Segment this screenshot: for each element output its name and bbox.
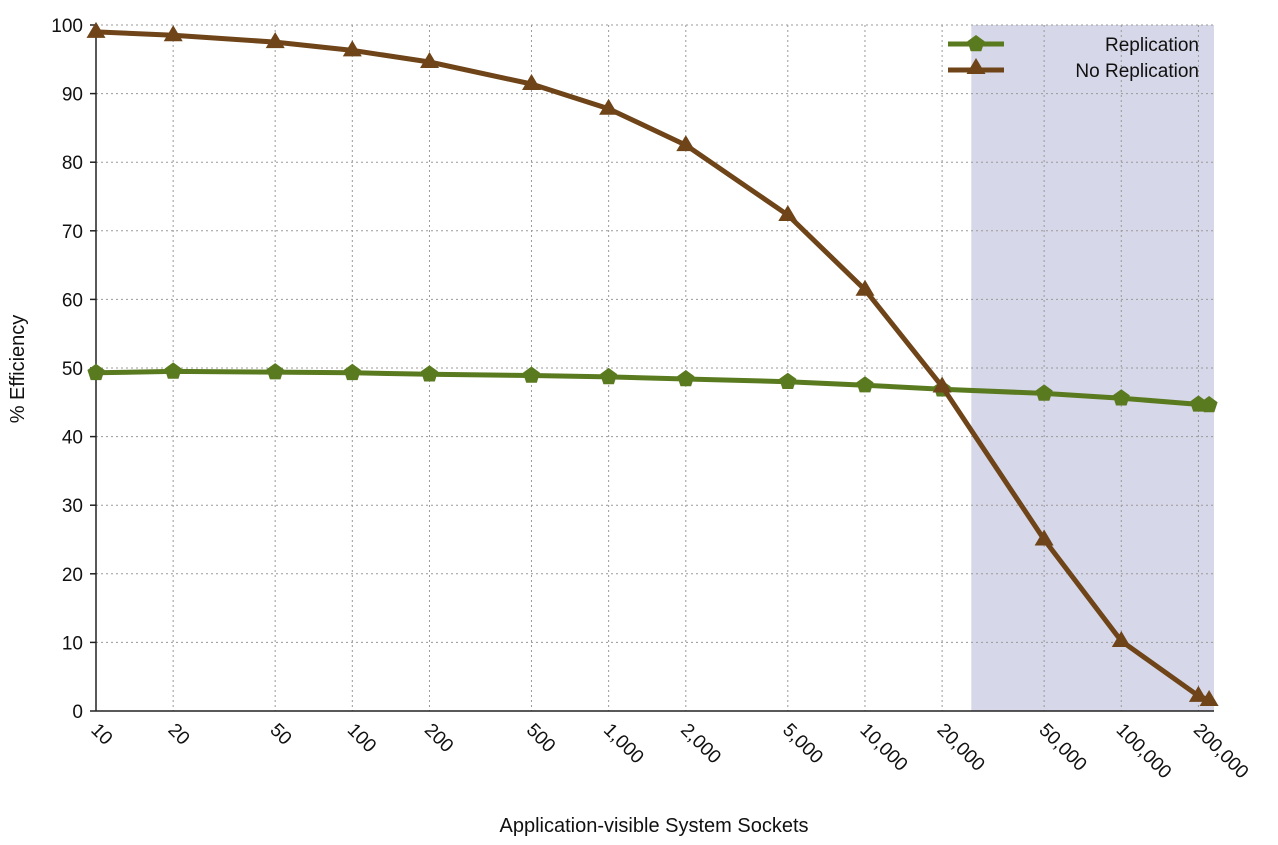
data-point-no-replication [855, 279, 875, 296]
data-point-no-replication [163, 25, 183, 42]
data-point-replication [677, 370, 695, 387]
x-tick-labels: 10 20 50 100 200 500 1,000 2,000 5,000 10,000 20,0… [86, 720, 1252, 783]
y-tick-label: 60 [62, 290, 83, 311]
x-tick-label: 20 [164, 720, 194, 750]
legend-label-no-replication: No Replication [1075, 61, 1199, 82]
data-point-no-replication [1199, 690, 1219, 706]
x-tick-label: 2,000 [676, 720, 724, 768]
x-tick-label: 50,000 [1035, 720, 1091, 776]
x-tick-label: 50 [266, 720, 296, 750]
data-point-no-replication [522, 74, 541, 90]
data-point-replication [856, 376, 874, 393]
data-point-no-replication [932, 376, 952, 393]
x-tick-label: 500 [522, 720, 559, 757]
x-tick-label: 20,000 [933, 720, 989, 776]
y-tick-label: 30 [62, 496, 83, 517]
data-point-no-replication [342, 40, 362, 57]
y-tick-labels: 0 10 20 30 40 50 60 70 80 90 100 [51, 16, 83, 723]
legend-marker-replication [967, 35, 985, 52]
x-tick-label: 100,000 [1112, 720, 1175, 783]
x-tick-label: 10,000 [855, 720, 911, 776]
legend-marker-no-replication [966, 58, 986, 74]
series-no-replication [86, 21, 1219, 706]
data-point-no-replication [265, 32, 285, 49]
series-replication [87, 362, 1218, 413]
data-point-replication [343, 363, 361, 381]
data-point-replication [266, 363, 284, 380]
data-point-replication [87, 363, 105, 381]
y-tick-label: 90 [62, 85, 83, 106]
data-point-replication [1200, 396, 1218, 413]
data-point-replication [522, 366, 540, 383]
series-group [86, 21, 1219, 706]
x-tick-label: 1,000 [599, 720, 647, 768]
y-axis-title: % Efficiency [7, 315, 29, 424]
y-tick-label: 70 [62, 222, 83, 243]
legend: Replication No Replication [948, 35, 1199, 82]
data-point-replication [1035, 384, 1053, 401]
data-point-no-replication [420, 52, 439, 68]
data-point-no-replication [599, 98, 619, 115]
x-axis-title: Application-visible System Sockets [499, 815, 808, 837]
data-point-no-replication [676, 135, 696, 152]
y-tick-label: 100 [51, 16, 83, 37]
y-tick-label: 20 [62, 565, 83, 586]
y-tick-label: 40 [62, 428, 83, 449]
x-tick-label: 5,000 [778, 720, 826, 768]
data-point-no-replication [1111, 631, 1131, 647]
y-tick-label: 50 [62, 359, 83, 380]
x-tick-label: 10 [86, 720, 116, 750]
data-point-replication [420, 365, 438, 382]
x-tick-label: 100 [343, 720, 380, 757]
data-point-no-replication [778, 205, 798, 221]
y-tick-label: 0 [72, 702, 83, 723]
data-point-no-replication [1188, 685, 1208, 702]
data-point-no-replication [86, 21, 106, 38]
data-point-replication [600, 367, 618, 385]
y-tick-label: 10 [62, 633, 83, 654]
x-tick-label: 200 [420, 720, 457, 757]
y-tick-label: 80 [62, 153, 83, 174]
data-point-replication [1112, 389, 1130, 406]
legend-label-replication: Replication [1105, 35, 1199, 56]
data-point-no-replication [1034, 529, 1054, 546]
data-point-replication [164, 362, 182, 379]
data-point-replication [779, 372, 797, 389]
x-tick-label: 200,000 [1189, 720, 1252, 783]
